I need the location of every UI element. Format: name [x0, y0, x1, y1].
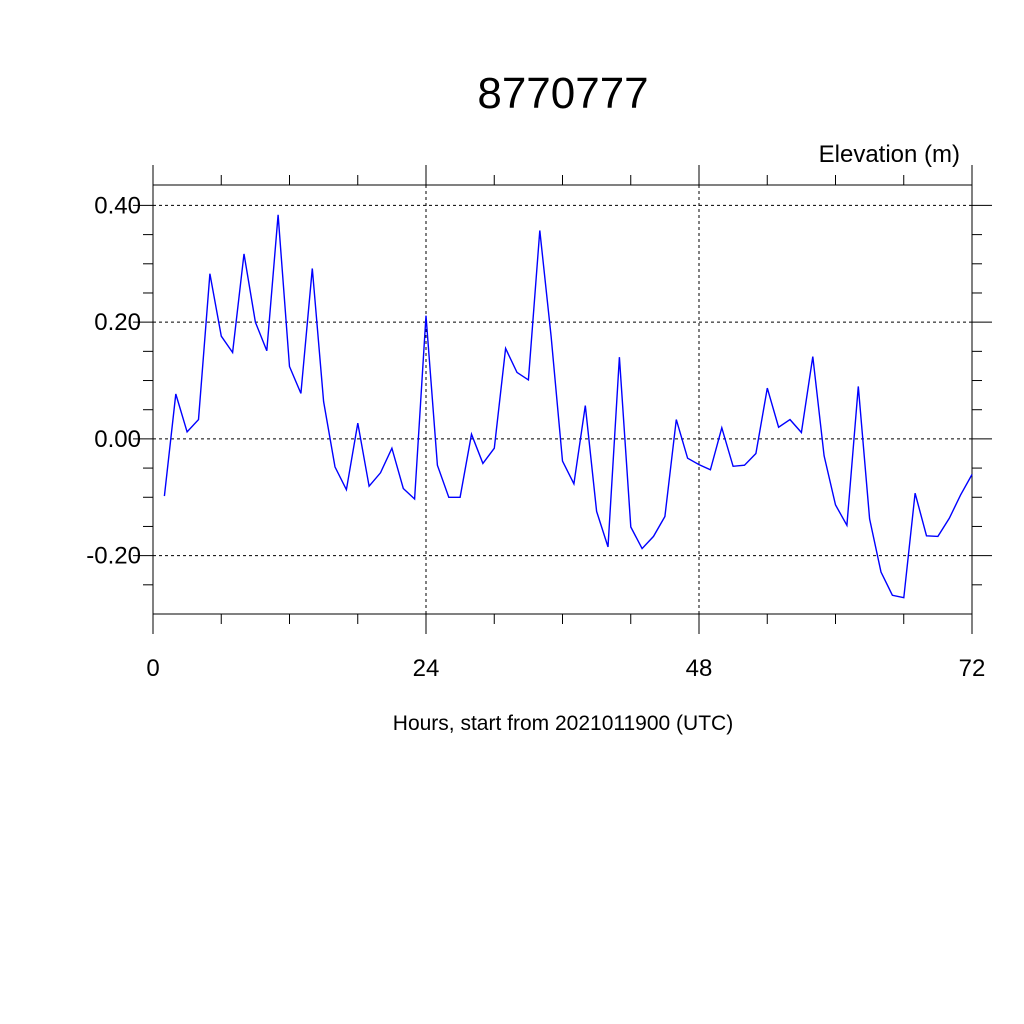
axis-ticks — [133, 165, 992, 634]
series-layer — [163, 214, 973, 599]
x-tick-label: 72 — [959, 655, 986, 682]
y-tick-label: 0.20 — [94, 309, 141, 336]
grid-lines — [152, 185, 973, 614]
y-tick-label: 0.40 — [94, 192, 141, 219]
plot-frame — [152, 184, 973, 615]
series-line — [163, 214, 973, 599]
x-tick-label: 24 — [413, 655, 440, 682]
y-tick-label: 0.00 — [94, 426, 141, 453]
x-axis-label: Hours, start from 2021011900 (UTC) — [393, 712, 733, 735]
x-tick-label: 0 — [146, 655, 159, 682]
x-tick-label: 48 — [686, 655, 713, 682]
y-tick-label: -0.20 — [86, 543, 141, 570]
tick-labels: -0.20 0.00 0.20 0.40 0 24 48 72 — [86, 192, 985, 682]
y-axis-label: Elevation (m) — [819, 141, 960, 168]
chart-title: 8770777 — [477, 69, 648, 118]
